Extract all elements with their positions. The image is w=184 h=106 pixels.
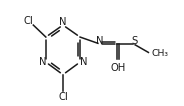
Text: S: S xyxy=(131,36,137,46)
Text: N: N xyxy=(96,36,104,46)
Text: CH₃: CH₃ xyxy=(152,49,169,58)
Text: N: N xyxy=(80,57,87,67)
Text: OH: OH xyxy=(111,63,126,73)
Text: Cl: Cl xyxy=(58,92,68,102)
Text: N: N xyxy=(39,57,46,67)
Text: Cl: Cl xyxy=(24,15,34,26)
Text: N: N xyxy=(59,17,67,27)
